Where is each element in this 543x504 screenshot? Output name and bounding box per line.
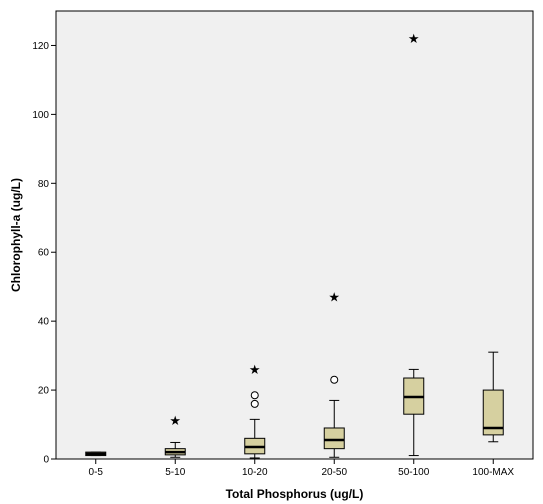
box-body	[323, 427, 345, 450]
plot-area	[55, 10, 534, 460]
outlier-star: ★	[169, 414, 181, 429]
box-20-50: ★	[323, 291, 345, 458]
y-tick-label: 0	[43, 455, 49, 466]
x-tick-label: 10-20	[242, 467, 268, 478]
x-tick-label: 5-10	[165, 467, 185, 478]
y-axis-title: Chlorophyll-a (ug/L)	[9, 178, 23, 292]
box-50-100: ★	[403, 32, 425, 457]
box-100-MAX	[482, 351, 504, 443]
y-tick-label: 40	[38, 317, 50, 328]
y-tick-label: 120	[32, 41, 49, 52]
y-tick-label: 80	[38, 179, 50, 190]
y-tick-label: 60	[38, 248, 50, 259]
outlier-star: ★	[249, 363, 261, 378]
y-tick-label: 20	[38, 386, 50, 397]
box-group: ★ ★ ★ ★	[85, 32, 504, 459]
box-body	[482, 389, 504, 436]
outlier-star: ★	[408, 32, 420, 47]
x-tick-label: 100-MAX	[472, 467, 514, 478]
x-tick-label: 50-100	[398, 467, 430, 478]
box-5-10: ★	[164, 414, 186, 458]
outlier-circle	[330, 375, 339, 384]
outlier-circle	[250, 391, 259, 400]
box-10-20: ★	[244, 363, 266, 459]
x-axis-title: Total Phosphorus (ug/L)	[226, 487, 364, 501]
x-tick-label: 20-50	[321, 467, 347, 478]
x-axis: 0-5 5-10 10-20 20-50 50-100 100-MAX	[89, 459, 514, 478]
x-tick-label: 0-5	[89, 467, 104, 478]
outlier-circle	[250, 399, 259, 408]
outlier-star: ★	[328, 291, 340, 306]
y-tick-label: 100	[32, 110, 49, 121]
y-axis: 0 20 40 60 80 100 120	[32, 41, 56, 466]
box-0-5	[85, 451, 107, 457]
